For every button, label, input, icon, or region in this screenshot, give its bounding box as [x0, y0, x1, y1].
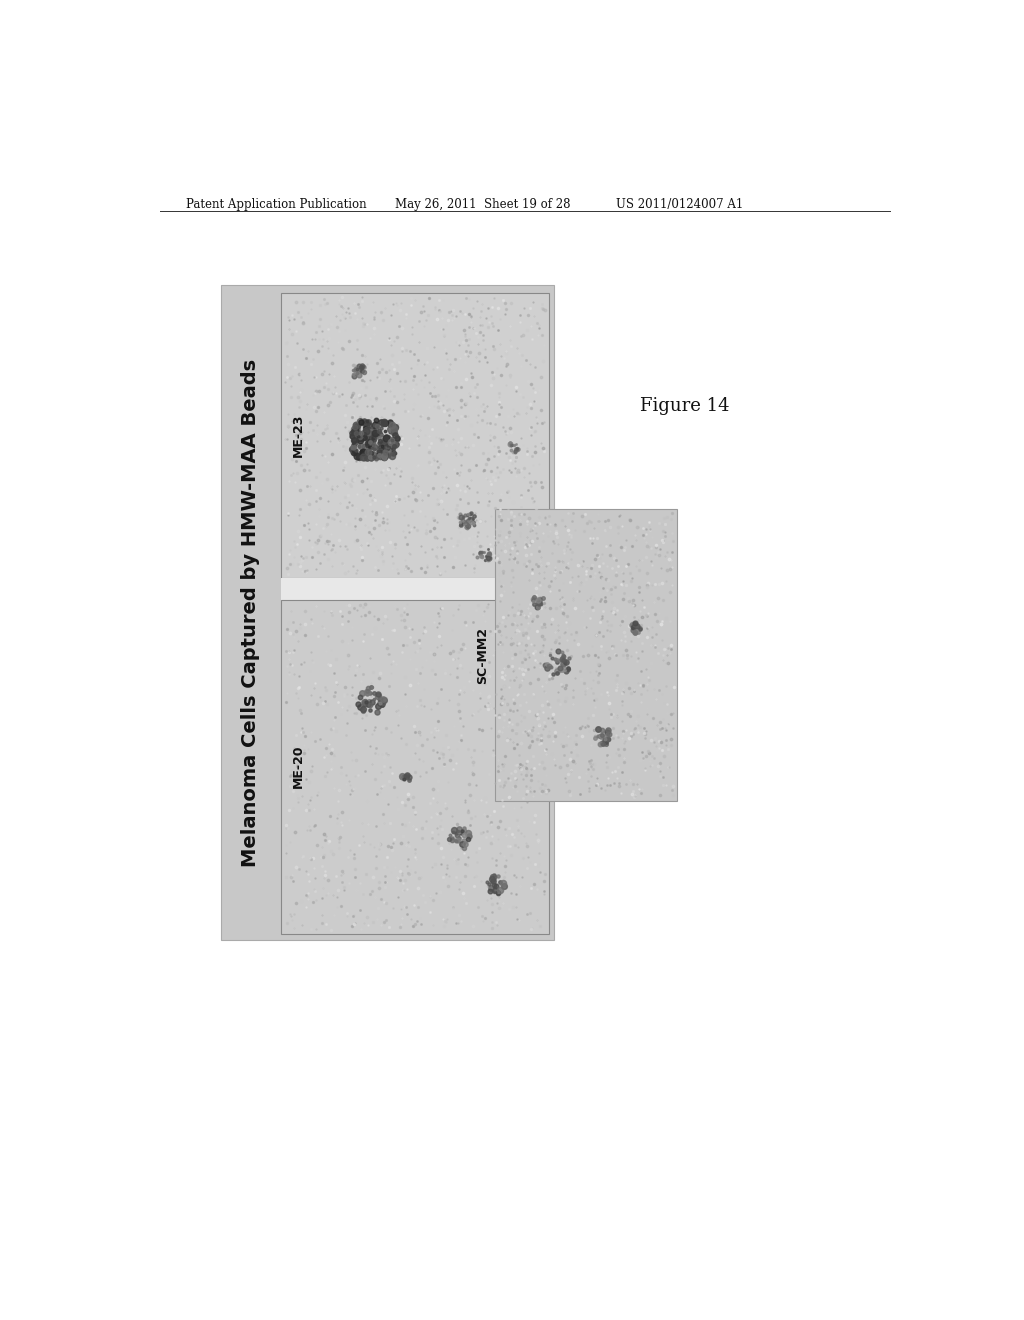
Text: SC-MM2: SC-MM2	[476, 627, 489, 684]
Text: Figure 14: Figure 14	[640, 397, 729, 414]
Bar	[282, 578, 549, 599]
Bar	[496, 508, 678, 801]
Text: May 26, 2011  Sheet 19 of 28: May 26, 2011 Sheet 19 of 28	[395, 198, 570, 211]
Text: ME-20: ME-20	[292, 744, 305, 788]
Text: ME-23: ME-23	[292, 414, 305, 457]
Text: Patent Application Publication: Patent Application Publication	[186, 198, 367, 211]
Bar	[221, 285, 554, 940]
Text: Melanoma Cells Captured by HMW-MAA Beads: Melanoma Cells Captured by HMW-MAA Beads	[241, 359, 259, 867]
Bar	[282, 293, 549, 578]
Bar	[282, 599, 549, 933]
Text: US 2011/0124007 A1: US 2011/0124007 A1	[616, 198, 743, 211]
